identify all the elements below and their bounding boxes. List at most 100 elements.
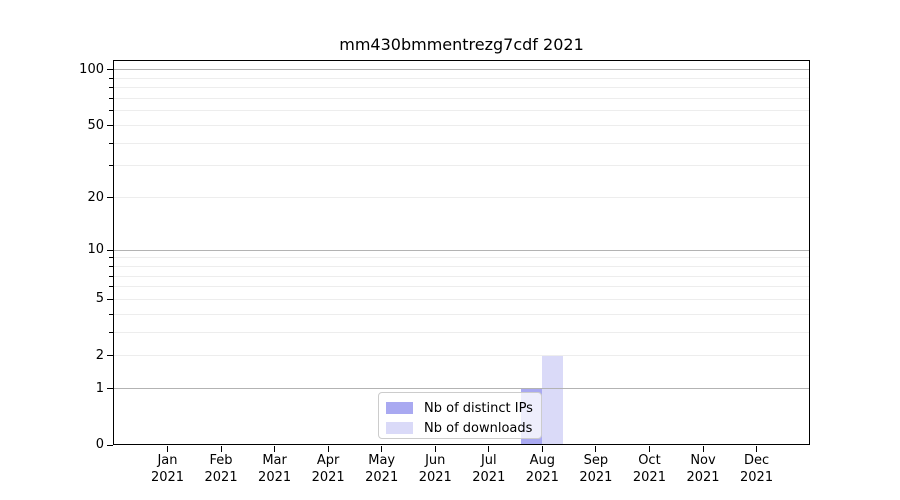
x-tick-label: Oct 2021 [619, 452, 679, 486]
y-tick [107, 388, 113, 389]
x-tick [381, 446, 382, 452]
y-tick-label: 10 [87, 242, 104, 258]
x-label-year: 2021 [472, 470, 506, 485]
x-label-month: Sep [583, 453, 609, 468]
x-label-year: 2021 [740, 470, 774, 485]
y-gridline-minor [114, 98, 809, 99]
x-tick [167, 446, 168, 452]
x-label-year: 2021 [686, 470, 720, 485]
x-tick-label: Jan 2021 [138, 452, 198, 486]
y-gridline-minor [114, 257, 809, 258]
y-tick-minor [109, 286, 113, 287]
legend-label-distinct-ips: Nb of distinct IPs [424, 400, 533, 416]
y-tick-minor [109, 78, 113, 79]
x-label-year: 2021 [579, 470, 613, 485]
x-tick-label: Sep 2021 [566, 452, 626, 486]
legend-swatch-distinct-ips [386, 402, 413, 414]
x-tick-label: Nov 2021 [673, 452, 733, 486]
y-tick [107, 250, 113, 251]
x-tick [756, 446, 757, 452]
x-tick-label: Jun 2021 [405, 452, 465, 486]
y-tick-minor [109, 98, 113, 99]
x-label-year: 2021 [204, 470, 238, 485]
y-gridline-minor [114, 332, 809, 333]
y-gridline-minor [114, 197, 809, 198]
x-tick [649, 446, 650, 452]
y-tick-minor [109, 276, 113, 277]
y-gridline-minor [114, 143, 809, 144]
x-label-month: Feb [209, 453, 233, 468]
y-tick-minor [109, 332, 113, 333]
legend-label-downloads: Nb of downloads [424, 420, 533, 436]
x-label-year: 2021 [258, 470, 292, 485]
x-label-month: Mar [262, 453, 287, 468]
y-tick-minor [109, 143, 113, 144]
x-tick-label: Aug 2021 [512, 452, 572, 486]
y-tick [107, 125, 113, 126]
x-tick-label: May 2021 [352, 452, 412, 486]
plot-border [113, 60, 810, 445]
y-gridline-major [114, 69, 809, 70]
legend-swatch-downloads [386, 422, 413, 434]
x-label-year: 2021 [311, 470, 345, 485]
y-gridline-minor [114, 314, 809, 315]
legend-item-distinct-ips: Nb of distinct IPs [386, 398, 541, 418]
x-tick [542, 446, 543, 452]
x-label-year: 2021 [150, 470, 185, 485]
y-gridline-minor [114, 276, 809, 277]
x-label-year: 2021 [418, 470, 452, 485]
y-gridline-minor [114, 299, 809, 300]
y-gridline-minor [114, 266, 809, 267]
y-tick-minor [109, 314, 113, 315]
y-gridline-minor [114, 355, 809, 356]
y-tick [107, 299, 113, 300]
y-tick [107, 355, 113, 356]
x-tick-label: Dec 2021 [727, 452, 787, 486]
chart-legend: Nb of distinct IPs Nb of downloads [378, 392, 542, 439]
x-label-year: 2021 [365, 470, 399, 485]
x-tick [435, 446, 436, 452]
x-tick-label: Apr 2021 [298, 452, 358, 486]
y-gridline-minor [114, 87, 809, 88]
chart-title: mm430bmmentrezg7cdf 2021 [339, 35, 584, 54]
x-label-year: 2021 [632, 470, 666, 485]
x-label-month: Apr [316, 453, 340, 468]
x-tick [328, 446, 329, 452]
y-gridline-minor [114, 78, 809, 79]
y-tick-minor [109, 165, 113, 166]
y-gridline-major [114, 250, 809, 251]
y-gridline-minor [114, 125, 809, 126]
x-tick [274, 446, 275, 452]
y-tick [107, 69, 113, 70]
x-label-year: 2021 [525, 470, 559, 485]
y-gridline-minor [114, 165, 809, 166]
x-tick [488, 446, 489, 452]
x-tick [221, 446, 222, 452]
x-label-month: Dec [743, 453, 770, 468]
y-gridline-major [114, 388, 809, 389]
y-tick-label: 1 [95, 380, 104, 396]
x-tick [595, 446, 596, 452]
y-tick-label: 0 [95, 437, 104, 452]
y-tick [107, 445, 113, 446]
x-label-month: Oct [638, 453, 661, 468]
y-tick-minor [109, 110, 113, 111]
x-label-month: Jul [480, 453, 497, 468]
y-gridline-minor [114, 286, 809, 287]
y-tick-minor [109, 257, 113, 258]
legend-item-downloads: Nb of downloads [386, 418, 541, 438]
x-label-month: Nov [690, 453, 716, 468]
x-tick-label: Mar 2021 [245, 452, 305, 486]
y-gridline-minor [114, 110, 809, 111]
y-tick-label: 5 [95, 291, 104, 307]
y-tick-label: 100 [79, 61, 104, 77]
x-tick-label: Jul 2021 [459, 452, 519, 486]
x-tick-label: Feb 2021 [191, 452, 251, 486]
x-label-month: Aug [529, 453, 556, 468]
x-tick [703, 446, 704, 452]
x-label-month: May [368, 453, 396, 468]
y-tick [107, 197, 113, 198]
y-tick-minor [109, 266, 113, 267]
